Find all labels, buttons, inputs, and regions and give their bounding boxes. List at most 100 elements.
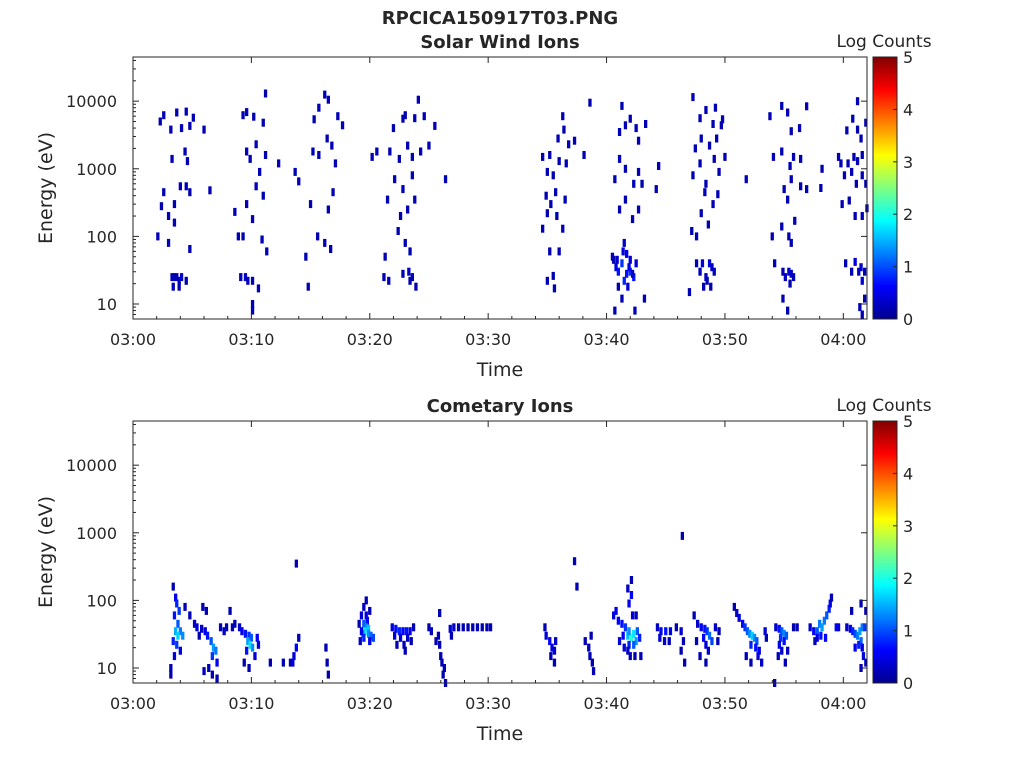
heatmap-cell: [780, 101, 784, 110]
heatmap-cell: [613, 175, 617, 184]
heatmap-cell: [172, 652, 177, 661]
y-tick-label: 10000: [66, 456, 117, 475]
heatmap-cell: [690, 227, 694, 235]
heatmap-cell: [406, 141, 410, 150]
y-tick-label: 10: [97, 295, 117, 314]
heatmap-cell: [184, 182, 188, 191]
heatmap-cell: [717, 627, 721, 636]
plot-frame: [132, 56, 868, 320]
heatmap-cell: [754, 643, 758, 652]
heatmap-cell: [633, 306, 637, 315]
heatmap-cell: [630, 215, 635, 224]
heatmap-cell: [323, 238, 327, 247]
heatmap-cell: [710, 637, 714, 646]
heatmap-cell: [694, 259, 699, 268]
heatmap-cell: [627, 263, 631, 272]
heatmap-cell: [863, 267, 867, 276]
heatmap-cell: [823, 633, 828, 642]
heatmap-cell: [248, 154, 252, 163]
heatmap-cell: [636, 205, 641, 214]
heatmap-cell: [411, 623, 416, 632]
heatmap-cell: [554, 188, 558, 197]
heatmap-cell: [628, 267, 632, 276]
heatmap-cell: [710, 263, 714, 272]
heatmap-cell: [789, 238, 793, 247]
heatmap-cell: [210, 652, 214, 661]
heatmap-cell: [706, 646, 710, 655]
y-tick-label: 1000: [76, 524, 117, 543]
x-tick-label: 03:30: [465, 694, 511, 713]
heatmap-cell: [836, 623, 841, 632]
heatmap-cell: [550, 643, 554, 652]
heatmap-cell: [717, 167, 721, 176]
heatmap-cell: [692, 611, 696, 620]
heatmap-cell: [557, 247, 561, 256]
heatmap-cell: [466, 623, 470, 632]
heatmap-cell: [291, 658, 295, 667]
heatmap-cell: [563, 195, 567, 204]
heatmap-cell: [737, 613, 741, 622]
heatmap-cell: [705, 276, 709, 285]
heatmap-cell: [844, 259, 848, 268]
heatmap-cell: [297, 177, 301, 186]
heatmap-cell: [699, 623, 703, 632]
heatmap-cell: [723, 152, 727, 161]
heatmap-cell: [847, 196, 851, 205]
heatmap-cell: [789, 175, 793, 184]
heatmap-cell: [551, 171, 555, 180]
heatmap-cell: [712, 154, 716, 163]
heatmap-cell: [326, 670, 330, 679]
heatmap-cell: [368, 606, 372, 615]
heatmap-cell: [240, 627, 244, 636]
x-tick-label: 03:00: [110, 694, 156, 713]
heatmap-cell: [170, 273, 174, 282]
heatmap-cell: [667, 637, 671, 646]
heatmap-cell: [369, 631, 373, 640]
heatmap-cell: [860, 643, 864, 652]
heatmap-cell: [549, 652, 553, 661]
heatmap-cell: [406, 633, 410, 642]
heatmap-cell: [813, 637, 817, 646]
heatmap-cell: [202, 667, 206, 676]
heatmap-cell: [564, 159, 568, 168]
heatmap-cell: [620, 294, 624, 303]
heatmap-cell: [657, 162, 661, 170]
heatmap-cell: [438, 640, 442, 649]
heatmap-cell: [175, 640, 179, 649]
heatmap-cell: [304, 252, 308, 261]
heatmap-cell: [252, 112, 256, 121]
x-tick-label: 03:00: [110, 330, 156, 349]
y-tick-label: 1000: [76, 160, 117, 179]
heatmap-cell: [554, 637, 558, 646]
heatmap-cell: [166, 238, 171, 247]
heatmap-cell: [541, 224, 545, 233]
heatmap-cell: [827, 604, 831, 613]
heatmap-cell: [333, 159, 338, 168]
heatmap-cell: [250, 276, 255, 285]
heatmap-cell: [786, 108, 790, 117]
heatmap-cell: [694, 637, 699, 646]
x-tick-label: 04:00: [820, 330, 866, 349]
heatmap-cell: [859, 637, 863, 646]
heatmap-cell: [850, 606, 854, 615]
heatmap-cell: [711, 120, 715, 128]
solar-wind-panel: Solar Wind Ions 03:00 03:10 03:20 03:30 03:4…: [35, 32, 932, 381]
heatmap-cell: [784, 631, 789, 640]
y-tick-label: 100: [86, 227, 117, 246]
heatmap-cell: [680, 531, 684, 540]
heatmap-cell: [191, 113, 195, 122]
heatmap-cell: [773, 259, 777, 268]
heatmap-cell: [364, 611, 368, 620]
heatmap-cell: [702, 633, 706, 642]
heatmap-cell: [200, 624, 204, 633]
heatmap-cell: [325, 134, 329, 143]
colorbar-tick-label: 0: [903, 674, 913, 693]
heatmap-cell: [679, 627, 683, 636]
heatmap-cell: [583, 637, 587, 646]
heatmap-cell: [693, 144, 697, 153]
y-tick-label: 10: [97, 659, 117, 678]
heatmap-cell: [174, 593, 178, 602]
heatmap-cell: [562, 125, 566, 134]
heatmap-cell: [440, 658, 444, 667]
